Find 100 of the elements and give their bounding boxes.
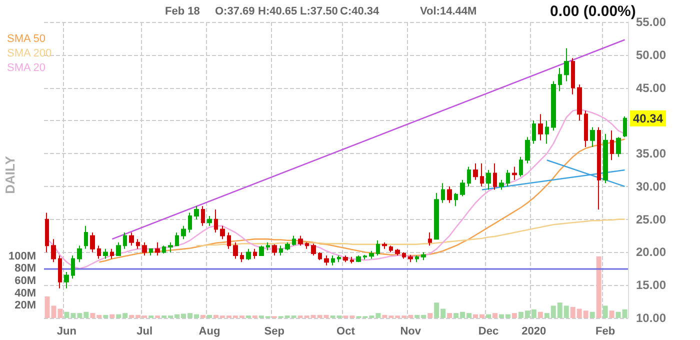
candlestick [123,232,127,250]
bar [110,314,115,318]
candlestick [188,212,192,233]
candlestick [292,235,296,246]
candlestick [77,245,82,263]
candlestick [103,248,108,260]
y2-tick-label: 100M [8,250,36,262]
candlestick [149,248,153,256]
candlestick [532,120,536,144]
candlestick [97,245,101,260]
candlestick [447,186,452,204]
y-tick-label: 50.00 [636,48,666,62]
x-tick-label: 2020 [522,326,546,338]
candlestick [136,238,140,250]
bar [538,312,543,318]
candlestick [227,232,231,250]
candlestick [285,242,290,251]
bar [200,314,206,318]
candlestick [395,248,400,256]
text: 0.00 (0.00%) [550,3,636,20]
candlestick [434,192,439,240]
candlestick [337,255,341,263]
y-tick-label: 55.00 [636,15,666,29]
candlestick [369,250,374,260]
text: H:40.65 [258,6,298,18]
candlestick [454,192,458,207]
candlestick [266,242,270,251]
bar [609,310,614,318]
bar [103,314,108,318]
candlestick [331,255,335,266]
candlestick [499,179,504,190]
candlestick [545,120,549,144]
candlestick [253,248,257,260]
bar [590,312,595,318]
text: Vol:14.44M [420,6,477,18]
candlestick [311,243,316,256]
candlestick [577,84,582,122]
candlestick [493,162,497,190]
candlestick [473,162,478,180]
candlestick [584,110,588,148]
candlestick [597,126,601,210]
candlestick [525,136,530,164]
candlestick [168,242,173,253]
candlestick [201,206,205,226]
candlestick [246,248,251,261]
x-tick-label: Sep [264,326,285,338]
candlestick [233,242,238,260]
y-tick-label: 15.00 [636,278,666,292]
candlestick [259,245,264,256]
line-series [46,108,626,270]
candlestick [480,162,484,187]
text: SMA 200 [7,48,52,60]
candlestick [415,255,419,263]
text: L:37.50 [300,6,338,18]
candlestick [129,232,134,246]
text: SMA 50 [7,33,46,45]
candlestick [428,232,432,246]
candlestick [512,166,517,180]
candlestick [240,252,244,263]
candlestick [623,116,627,138]
candlestick [51,238,56,263]
candlestick [519,156,523,178]
candlestick [155,242,160,256]
y2-tick-label: 20M [14,300,36,312]
x-tick-label: Feb [596,326,616,338]
x-tick-label: Oct [336,326,356,338]
text: C:40.34 [340,6,380,18]
y-tick-label: 25.00 [636,212,666,226]
y-tick-label: 30.00 [636,179,666,194]
x-tick-label: Nov [400,326,422,338]
candlestick [175,232,179,246]
candlestick [356,255,361,263]
bar [602,306,608,318]
candlestick [382,242,387,250]
candlestick [318,252,322,261]
bar [596,256,602,318]
candlestick [207,216,212,226]
line-series [196,218,626,246]
candlestick [214,208,218,233]
candlestick [610,130,614,161]
candlestick [220,225,225,240]
candlestick [564,48,569,82]
candlestick [376,240,380,256]
candlestick [441,182,445,204]
candlestick [162,245,166,254]
candlestick [90,232,95,253]
bar [486,314,491,318]
text: Feb 18 [165,6,200,18]
candlestick [298,235,303,246]
candlestick [506,170,510,187]
x-tick-label: Aug [198,326,220,338]
candlestick [71,255,75,280]
candlestick [45,212,49,253]
candlestick [116,242,121,256]
candlestick [279,245,283,256]
candlestick [84,225,88,250]
text: O:37.69 [215,6,255,18]
annotation: 40.34 [633,111,664,126]
candlestick [460,179,465,197]
candlestick [616,136,621,158]
